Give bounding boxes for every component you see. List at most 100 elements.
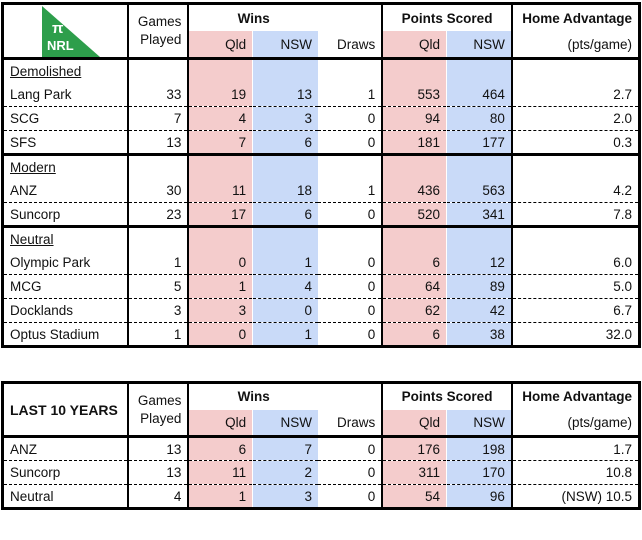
nsw-wins-cell: 13 — [252, 82, 318, 107]
nsw-wins-cell: 1 — [252, 322, 318, 347]
qld-points-cell: 64 — [381, 274, 448, 299]
wins-nsw-column-header: NSW — [252, 409, 318, 438]
logo-pi-text: π — [52, 20, 64, 37]
draws-column-header: Draws — [317, 409, 383, 438]
empty-cell — [252, 225, 318, 251]
draws-cell: 1 — [367, 182, 376, 198]
nsw-points-cell: 170 — [446, 460, 512, 485]
nsw-wins-cell: 3 — [252, 106, 318, 131]
games-played-cell: 4 — [127, 484, 189, 509]
empty-cell — [510, 225, 640, 251]
qld-wins-cell: 11 — [187, 178, 254, 203]
draws-cell: 0 — [317, 202, 383, 227]
header-row-groups: LAST 10 YEARS Games Played Wins Points S… — [3, 382, 640, 437]
nsw-points-cell: 38 — [446, 322, 512, 347]
header-row-groups: π NRL Games Played Wins Points Scored Ho… — [3, 3, 640, 59]
last-10-years-header: LAST 10 YEARS Games Played Wins Points S… — [2, 382, 640, 438]
nsw-wins-cell: 0 — [252, 298, 318, 323]
points-qld-column-header: Qld — [381, 31, 448, 60]
header-row-columns: Qld NSW Draws Qld NSW (pts/game) — [3, 31, 640, 60]
nsw-points-cell: 80 — [446, 106, 512, 131]
points-nsw-column-header: NSW — [446, 31, 512, 60]
table-row: Suncorp 23 17 6 0 520 341 7.8 — [2, 202, 640, 227]
nsw-points-cell: 12 — [446, 250, 512, 275]
home-advantage-header: Home Advantage — [510, 3, 640, 31]
games-played-header-line2: Played — [140, 32, 182, 47]
venues-table: π NRL Games Played Wins Points Scored Ho… — [1, 2, 641, 348]
section-label-cell: Modern — [2, 153, 129, 179]
empty-cell — [127, 153, 189, 179]
points-scored-group-header: Points Scored — [381, 382, 512, 410]
venue-name: Suncorp — [2, 460, 129, 485]
empty-cell — [510, 153, 640, 179]
games-played-header: Games Played — [127, 382, 189, 437]
qld-wins-cell: 17 — [187, 202, 254, 227]
section-label: Neutral — [10, 231, 54, 247]
home-advantage-cell: 0.3 — [510, 130, 640, 155]
games-played-cell: 3 — [127, 298, 189, 323]
points-nsw-column-header: NSW — [446, 409, 512, 438]
games-played-cell: 33 — [127, 82, 189, 107]
draws-column-header: Draws — [317, 31, 383, 60]
home-advantage-cell: 10.8 — [510, 460, 640, 485]
table-row: Neutral 4 1 3 0 54 96 (NSW) 10.5 — [2, 484, 640, 509]
nsw-wins-cell: 7 — [252, 436, 318, 461]
venue-name: SFS — [2, 130, 129, 155]
section-row: Modern — [2, 153, 640, 179]
games-played-cell: 1 — [127, 250, 189, 275]
nsw-wins-cell: 6 — [252, 130, 318, 155]
qld-wins-cell: 7 — [187, 130, 254, 155]
section-row: Demolished — [3, 58, 640, 83]
nrl-logo-cell: π NRL — [3, 4, 129, 59]
empty-cell — [446, 58, 512, 83]
games-played-cell: 1 — [127, 322, 189, 347]
empty-cell — [510, 58, 640, 83]
home-advantage-cell: 6.7 — [510, 298, 640, 323]
table-row: Olympic Park 1 0 1 0 6 12 6.0 — [3, 250, 640, 275]
points-scored-group-header: Points Scored — [381, 3, 512, 31]
table-row: ANZ 13 6 7 0 176 198 1.7 — [3, 436, 640, 461]
games-played-header-line1: Games — [137, 14, 182, 30]
last-10-years-table: LAST 10 YEARS Games Played Wins Points S… — [1, 381, 641, 510]
wins-qld-column-header: Qld — [187, 31, 254, 60]
qld-points-cell: 6 — [381, 322, 448, 347]
venue-name: Neutral — [2, 484, 129, 509]
empty-cell — [317, 153, 383, 179]
qld-wins-cell: 0 — [187, 322, 254, 347]
nsw-points-cell: 96 — [446, 484, 512, 509]
draws-cell: 0 — [317, 484, 383, 509]
nrl-logo-icon: π NRL — [42, 6, 100, 57]
home-advantage-cell: 5.0 — [510, 274, 640, 299]
wins-nsw-column-header: NSW — [252, 31, 318, 60]
points-qld-column-header: Qld — [381, 409, 448, 438]
draws-cell: 1 — [367, 86, 376, 102]
venues-table-body: Demolished Lang Park 33 19 13 1 553 464 … — [2, 58, 640, 347]
games-played-header-line1: Games — [137, 392, 182, 408]
table-row: Lang Park 33 19 13 1 553 464 2.7 — [3, 82, 640, 107]
logo-triangle-icon — [42, 6, 100, 57]
games-played-cell: 13 — [127, 460, 189, 485]
games-played-cell: 30 — [127, 178, 189, 203]
nsw-points-cell: 464 — [446, 82, 512, 107]
empty-cell — [252, 58, 318, 83]
last-10-years-title: LAST 10 YEARS — [10, 401, 118, 418]
qld-points-cell: 520 — [381, 202, 448, 227]
venue-name: Suncorp — [2, 202, 129, 227]
qld-points-cell: 62 — [381, 298, 448, 323]
section-label-cell: Neutral — [2, 225, 129, 251]
section-label: Modern — [10, 159, 56, 175]
nsw-points-cell: 198 — [446, 436, 512, 461]
empty-cell — [381, 225, 448, 251]
venue-name: ANZ — [10, 441, 37, 457]
home-advantage-cell: 1.7 — [510, 436, 640, 461]
header-row-columns: Qld NSW Draws Qld NSW (pts/game) — [3, 409, 640, 438]
section-label: Demolished — [10, 63, 82, 79]
draws-cell: 0 — [317, 106, 383, 131]
qld-wins-cell: 3 — [187, 298, 254, 323]
venue-name: Lang Park — [10, 86, 72, 102]
qld-wins-cell: 11 — [187, 460, 254, 485]
table-row: Optus Stadium 1 0 1 0 6 38 32.0 — [2, 322, 640, 347]
nsw-points-cell: 89 — [446, 274, 512, 299]
logo-nrl-text: NRL — [47, 38, 74, 53]
pts-per-game-header: (pts/game) — [510, 409, 640, 438]
